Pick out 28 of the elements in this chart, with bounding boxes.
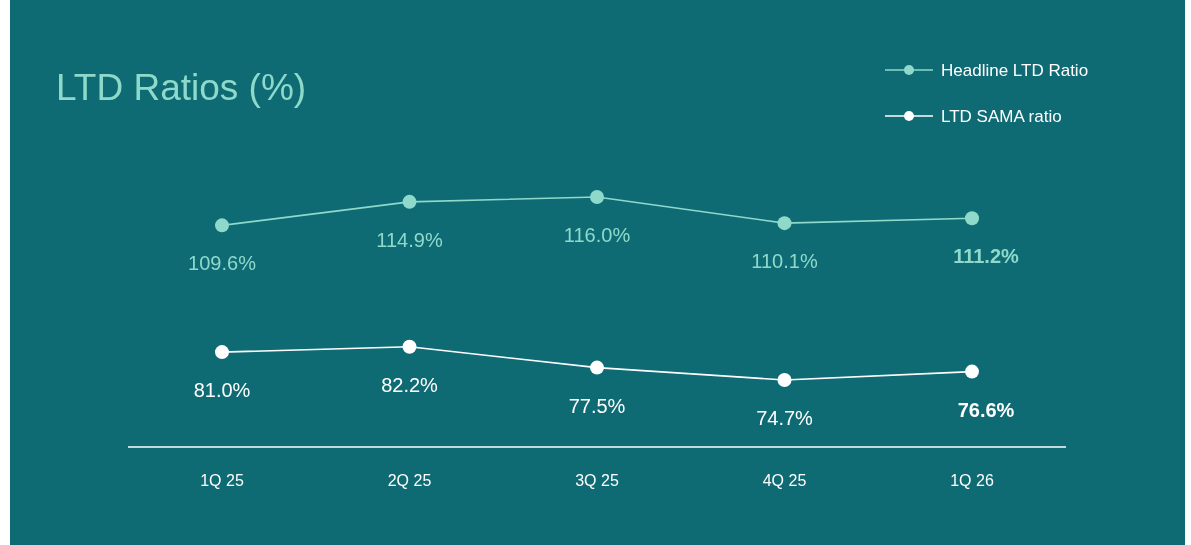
data-label: 82.2%: [381, 373, 439, 396]
point: [777, 373, 792, 387]
legend-label: LTD SAMA ratio: [941, 107, 1062, 126]
data-label: 110.1%: [751, 250, 818, 273]
data-label: 114.9%: [376, 228, 443, 251]
point: [965, 364, 979, 379]
x-tick-label: 3Q 25: [575, 472, 619, 489]
x-tick-label: 1Q 25: [200, 472, 244, 489]
x-tick-label: 4Q 25: [762, 472, 807, 489]
point: [215, 345, 229, 360]
data-label: 81.0%: [193, 379, 251, 402]
data-label: 77.5%: [568, 394, 626, 417]
point: [402, 339, 417, 354]
point: [215, 218, 229, 233]
chart-title: LTD Ratios (%): [56, 67, 307, 108]
point: [402, 194, 417, 209]
legend-label: Headline LTD Ratio: [941, 61, 1089, 80]
data-label: 109.6%: [188, 252, 257, 275]
x-tick-label: 1Q 26: [950, 472, 994, 489]
data-label: 76.6%: [957, 398, 1015, 421]
point: [965, 211, 979, 226]
point: [777, 216, 792, 231]
data-label: 74.7%: [756, 407, 814, 429]
x-tick-label: 2Q 25: [387, 472, 432, 489]
point: [590, 360, 604, 375]
data-label: 111.2%: [953, 245, 1020, 268]
point: [590, 190, 604, 204]
data-label: 116.0%: [563, 224, 631, 246]
